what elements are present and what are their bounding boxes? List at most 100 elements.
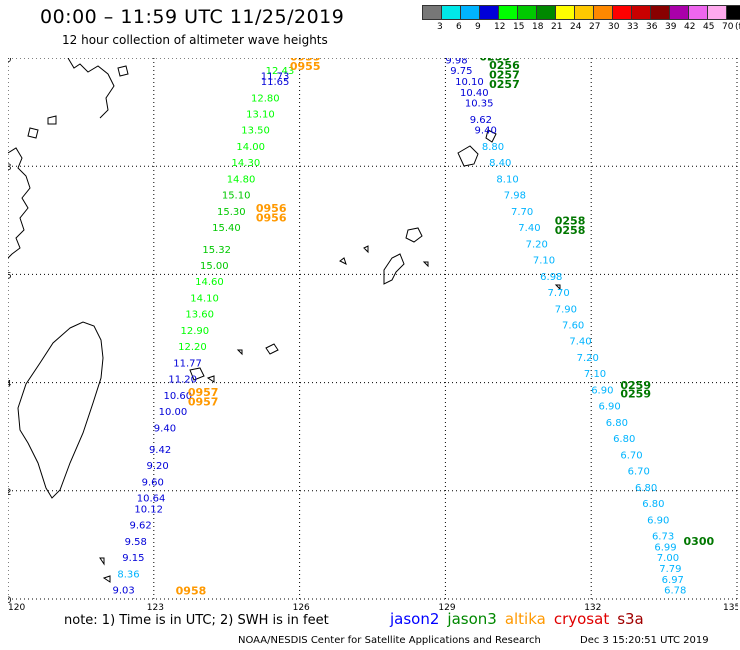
swh-value: 13.10 [246, 110, 275, 121]
ryukyu-small-islands [339, 245, 561, 291]
legend-swatch [574, 5, 594, 20]
swh-value: 10.40 [460, 88, 489, 99]
swh-value: 6.97 [662, 575, 684, 586]
legend-label: 3 [437, 22, 443, 32]
swh-value: 15.10 [222, 191, 251, 202]
swh-value: 10.60 [164, 391, 193, 402]
pass-time-label: 0259 [620, 388, 651, 401]
legend-label: 12 [494, 22, 506, 32]
swh-value: 6.73 [652, 531, 674, 542]
lat-tick-label: 30 [8, 58, 12, 65]
swh-value: 7.40 [518, 223, 540, 234]
swh-value: 7.98 [504, 191, 526, 202]
pass-time-label: 0956 [256, 211, 287, 224]
swh-value: 12.20 [178, 342, 207, 353]
lat-tick-label: 28 [8, 163, 12, 173]
swh-value: 7.40 [569, 337, 591, 348]
swh-value: 6.80 [642, 499, 664, 510]
pass-time-label: 0256 [489, 59, 520, 72]
mission-label-altika: altika [504, 610, 546, 628]
swh-value: 6.90 [647, 515, 669, 526]
swh-value: 8.80 [482, 142, 504, 153]
pass-time-labels: 0955095509560956095709570958025502560257… [176, 58, 715, 598]
legend-swatches [422, 5, 740, 20]
pass-time-label: 0957 [188, 386, 219, 399]
lon-tick-label: 132 [584, 603, 601, 610]
legend-swatch [650, 5, 670, 20]
swh-value: 9.40 [154, 423, 176, 434]
legend-swatch [536, 5, 556, 20]
map-subtitle: 12 hour collection of altimeter wave hei… [62, 33, 328, 47]
swh-value: 6.80 [635, 483, 657, 494]
legend-swatch [479, 5, 499, 20]
legend-swatch [707, 5, 727, 20]
swh-value: 13.60 [185, 310, 214, 321]
swh-value: 15.00 [200, 261, 229, 272]
swh-value: 9.62 [130, 521, 152, 532]
pass-time-label: 0259 [620, 379, 651, 392]
pass-time-label: 0258 [555, 215, 586, 228]
swh-value: 10.35 [465, 99, 494, 110]
swh-value: 6.98 [540, 272, 562, 283]
swh-value: 6.70 [620, 450, 642, 461]
legend-label: 42 [684, 22, 696, 32]
mission-label-cryosat: cryosat [553, 610, 610, 628]
swh-value: 7.60 [562, 321, 584, 332]
lat-tick-label: 24 [8, 380, 12, 390]
legend-swatch [555, 5, 575, 20]
swh-value: 7.20 [577, 353, 599, 364]
swh-value: 6.90 [598, 402, 620, 413]
pass-time-label: 0258 [555, 224, 586, 237]
swh-value: 7.70 [511, 207, 533, 218]
wave-height-map: 120123126129132135302826242220 12.4311.7… [8, 58, 738, 610]
lon-tick-label: 129 [438, 603, 455, 610]
legend-label: 33 [627, 22, 639, 32]
taiwan-coastline [17, 321, 104, 499]
swh-value: 14.60 [195, 277, 224, 288]
legend-swatch [726, 5, 740, 20]
swh-value: 9.62 [470, 115, 492, 126]
lon-tick-label: 126 [293, 603, 310, 610]
swh-value: 7.10 [533, 256, 555, 267]
sakishima-islands [189, 343, 279, 383]
swh-value: 10.64 [137, 494, 166, 505]
pass-time-label: 0957 [188, 395, 219, 408]
swh-value: 9.40 [475, 126, 497, 137]
generated-timestamp: Dec 3 15:20:51 UTC 2019 [580, 635, 709, 646]
mission-legend: jason2 jason3 altika cryosat s3a [390, 610, 652, 628]
swh-value: 7.10 [584, 369, 606, 380]
footer-note: note: 1) Time is in UTC; 2) SWH is in fe… [64, 613, 329, 628]
kyushu-islands [457, 129, 497, 167]
china-coastline [8, 147, 31, 259]
swh-value: 11.73 [261, 72, 290, 83]
pass-time-label: 0955 [290, 60, 321, 73]
swh-value: 7.79 [659, 564, 681, 575]
map-title: 00:00 – 11:59 UTC 11/25/2019 [40, 6, 345, 28]
legend-swatch [517, 5, 537, 20]
swh-value: 15.32 [202, 245, 231, 256]
swh-value: 9.98 [445, 58, 467, 66]
swh-value: 7.70 [547, 288, 569, 299]
swh-value: 12.80 [251, 93, 280, 104]
swh-value: 12.43 [266, 66, 295, 77]
swh-value: 7.20 [526, 239, 548, 250]
legend-swatch [593, 5, 613, 20]
swh-value: 14.00 [236, 142, 265, 153]
swh-value: 14.10 [190, 293, 219, 304]
swh-value: 6.90 [591, 385, 613, 396]
legend-label: 27 [589, 22, 601, 32]
swh-value: 8.36 [117, 569, 139, 580]
legend-swatch [460, 5, 480, 20]
legend-label: 18 [532, 22, 544, 32]
legend-label: 21 [551, 22, 563, 32]
legend-swatch [688, 5, 708, 20]
swh-value: 9.15 [122, 553, 144, 564]
lat-tick-label: 26 [8, 271, 12, 281]
swh-value: 14.80 [227, 174, 256, 185]
okinawa-island [383, 253, 405, 285]
legend-swatch [422, 5, 442, 20]
amami-oshima [405, 227, 423, 243]
